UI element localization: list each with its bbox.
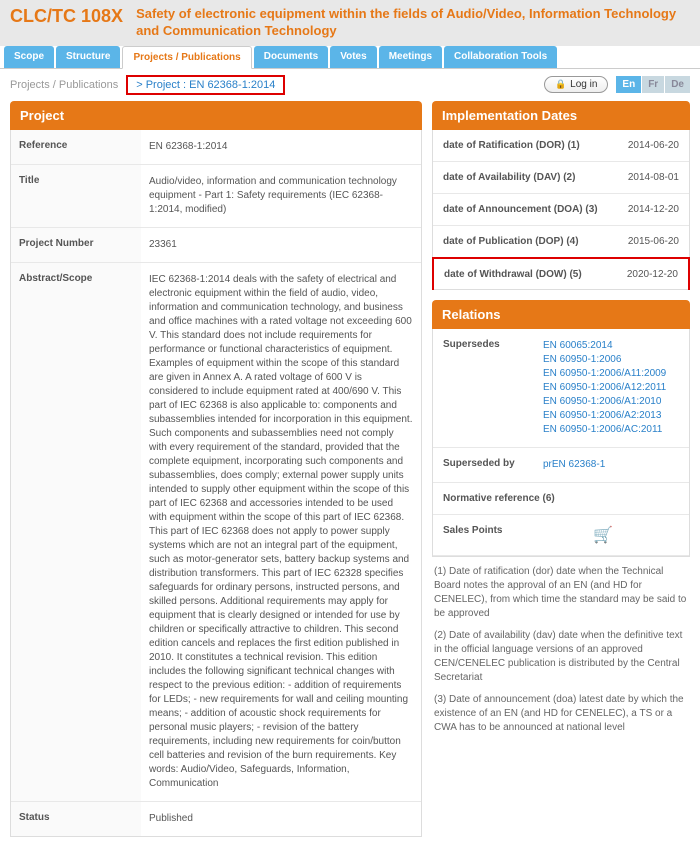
project-panel-body: Reference EN 62368-1:2014 Title Audio/vi… (10, 130, 422, 837)
date-withdrawal: date of Withdrawal (DOW) (5) 2020-12-20 (432, 257, 690, 290)
field-title: Title Audio/video, information and commu… (11, 165, 421, 228)
dates-panel-header: Implementation Dates (432, 101, 690, 130)
title-value: Audio/video, information and communicati… (141, 165, 421, 227)
date-value: 2015-06-20 (628, 236, 679, 247)
date-value: 2014-06-20 (628, 140, 679, 151)
field-status: Status Published (11, 802, 421, 836)
login-label: Log in (570, 79, 597, 90)
abstract-value: IEC 62368-1:2014 deals with the safety o… (141, 263, 421, 801)
date-label: date of Availability (DAV) (2) (443, 172, 575, 183)
supersedes-link[interactable]: EN 60065:2014 (543, 339, 679, 353)
breadcrumb-current: > Project : EN 62368-1:2014 (126, 75, 285, 95)
relations-panel-header: Relations (432, 300, 690, 329)
relations-panel-body: Supersedes EN 60065:2014 EN 60950-1:2006… (432, 329, 690, 557)
abstract-label: Abstract/Scope (11, 263, 141, 801)
tab-votes[interactable]: Votes (330, 46, 377, 68)
date-label: date of Ratification (DOR) (1) (443, 140, 580, 151)
tab-projects-publications[interactable]: Projects / Publications (122, 46, 251, 69)
footnotes: (1) Date of ratification (dor) date when… (432, 557, 690, 751)
supersedes-link[interactable]: EN 60950-1:2006/A2:2013 (543, 409, 679, 423)
tab-collaboration-tools[interactable]: Collaboration Tools (444, 46, 557, 68)
tab-bar: Scope Structure Projects / Publications … (0, 46, 700, 69)
field-abstract: Abstract/Scope IEC 62368-1:2014 deals wi… (11, 263, 421, 802)
status-value: Published (141, 802, 421, 836)
date-value: 2020-12-20 (627, 269, 678, 280)
lang-en[interactable]: En (616, 76, 641, 93)
supersededby-label: Superseded by (443, 458, 543, 472)
tab-meetings[interactable]: Meetings (379, 46, 442, 68)
relation-superseded-by: Superseded by prEN 62368-1 (433, 448, 689, 483)
date-value: 2014-12-20 (628, 204, 679, 215)
right-column: Implementation Dates date of Ratificatio… (432, 101, 690, 837)
date-publication: date of Publication (DOP) (4) 2015-06-20 (433, 226, 689, 258)
supersededby-link[interactable]: prEN 62368-1 (543, 458, 679, 472)
tab-scope[interactable]: Scope (4, 46, 54, 68)
language-switcher: En Fr De (616, 76, 690, 93)
login-button[interactable]: 🔒 Log in (544, 76, 608, 93)
tab-structure[interactable]: Structure (56, 46, 120, 68)
status-label: Status (11, 802, 141, 836)
reference-label: Reference (11, 130, 141, 164)
lang-de[interactable]: De (665, 76, 690, 93)
tab-documents[interactable]: Documents (254, 46, 328, 68)
dates-panel-body: date of Ratification (DOR) (1) 2014-06-2… (432, 130, 690, 290)
project-panel-header: Project (10, 101, 422, 130)
supersedes-label: Supersedes (443, 339, 543, 437)
footnote-1: (1) Date of ratification (dor) date when… (434, 565, 688, 621)
committee-code: CLC/TC 108X (10, 6, 123, 27)
main-content: Project Reference EN 62368-1:2014 Title … (0, 101, 700, 847)
committee-title: Safety of electronic equipment within th… (136, 6, 676, 40)
normref-label: Normative reference (6) (443, 493, 555, 504)
breadcrumb-root[interactable]: Projects / Publications (10, 79, 118, 91)
lang-fr[interactable]: Fr (642, 76, 664, 93)
date-announcement: date of Announcement (DOA) (3) 2014-12-2… (433, 194, 689, 226)
footnote-2: (2) Date of availability (dav) date when… (434, 629, 688, 685)
cart-icon[interactable]: 🛒 (543, 525, 613, 545)
supersedes-link[interactable]: EN 60950-1:2006/A1:2010 (543, 395, 679, 409)
supersedes-link[interactable]: EN 60950-1:2006 (543, 353, 679, 367)
field-reference: Reference EN 62368-1:2014 (11, 130, 421, 165)
supersedes-link[interactable]: EN 60950-1:2006/A12:2011 (543, 381, 679, 395)
footnote-3: (3) Date of announcement (doa) latest da… (434, 693, 688, 735)
breadcrumb: Projects / Publications > Project : EN 6… (10, 75, 285, 95)
date-value: 2014-08-01 (628, 172, 679, 183)
date-label: date of Publication (DOP) (4) (443, 236, 579, 247)
date-ratification: date of Ratification (DOR) (1) 2014-06-2… (433, 130, 689, 162)
supersedes-link[interactable]: EN 60950-1:2006/A11:2009 (543, 367, 679, 381)
relation-sales-points: Sales Points 🛒 (433, 515, 689, 556)
supersedes-links: EN 60065:2014 EN 60950-1:2006 EN 60950-1… (543, 339, 679, 437)
date-label: date of Announcement (DOA) (3) (443, 204, 598, 215)
projnum-value: 23361 (141, 228, 421, 262)
left-column: Project Reference EN 62368-1:2014 Title … (10, 101, 422, 837)
projnum-label: Project Number (11, 228, 141, 262)
supersedes-link[interactable]: EN 60950-1:2006/AC:2011 (543, 423, 679, 437)
relation-supersedes: Supersedes EN 60065:2014 EN 60950-1:2006… (433, 329, 689, 448)
field-project-number: Project Number 23361 (11, 228, 421, 263)
sales-label: Sales Points (443, 525, 543, 545)
toolbar-right: 🔒 Log in En Fr De (544, 76, 690, 93)
lock-icon: 🔒 (555, 79, 566, 90)
toolbar: Projects / Publications > Project : EN 6… (0, 69, 700, 101)
title-label: Title (11, 165, 141, 227)
reference-value: EN 62368-1:2014 (141, 130, 421, 164)
page-header: CLC/TC 108X Safety of electronic equipme… (0, 0, 700, 46)
date-availability: date of Availability (DAV) (2) 2014-08-0… (433, 162, 689, 194)
date-label: date of Withdrawal (DOW) (5) (444, 269, 582, 280)
relation-normative-ref[interactable]: Normative reference (6) (433, 483, 689, 515)
